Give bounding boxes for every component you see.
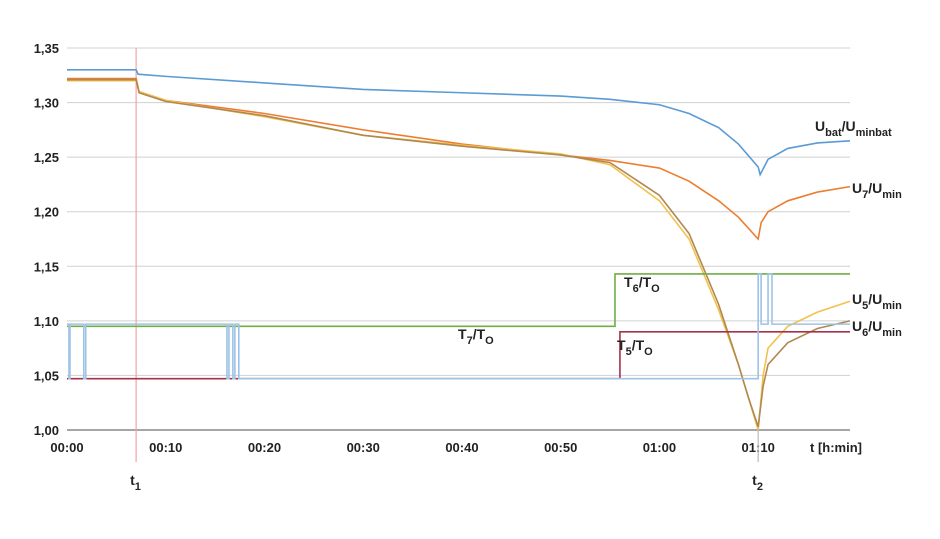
x-tick-label: 00:00 (50, 440, 83, 455)
label-text: T (624, 274, 633, 290)
label-text: /U (868, 180, 882, 196)
label-subscript: min (882, 189, 902, 201)
x-tick-label: 01:00 (643, 440, 676, 455)
x-tick-label: 00:50 (544, 440, 577, 455)
y-tick-label: 1,25 (34, 150, 59, 165)
series-line (67, 79, 851, 431)
label-subscript: 7 (862, 189, 868, 201)
label-subscript: 1 (135, 481, 141, 493)
series-line (67, 69, 851, 177)
label-text: /T (639, 274, 652, 290)
label-text: U (852, 180, 862, 196)
label-subscript: bat (825, 127, 842, 139)
label-subscript: 5 (626, 346, 632, 358)
label-text: t (130, 472, 135, 488)
y-tick-label: 1,10 (34, 314, 59, 329)
label-text: t (752, 472, 757, 488)
label-text: /U (842, 118, 856, 134)
x-tick-label: 00:20 (248, 440, 281, 455)
y-tick-label: 1,20 (34, 205, 59, 220)
label-subscript: O (651, 283, 660, 295)
label: t1 (130, 472, 141, 493)
label-subscript: 5 (862, 300, 868, 312)
label-subscript: 7 (467, 335, 473, 347)
y-tick-label: 1,05 (34, 368, 59, 383)
label-subscript: 6 (633, 283, 639, 295)
label: T7/TO (458, 326, 494, 347)
label-subscript: O (644, 346, 653, 358)
x-tick-label: 00:40 (445, 440, 478, 455)
y-tick-label: 1,15 (34, 259, 59, 274)
label-subscript: min (882, 300, 902, 312)
label: t2 (752, 472, 763, 493)
y-tick-label: 1,35 (34, 41, 59, 56)
series-line (67, 78, 851, 427)
label-text: U (852, 318, 862, 334)
y-tick-label: 1,00 (34, 423, 59, 438)
series-line (67, 273, 850, 328)
label: U7/Umin (852, 180, 902, 201)
x-tick-label: 00:30 (347, 440, 380, 455)
label-text: /T (632, 337, 645, 353)
label-text: /T (473, 326, 486, 342)
label-subscript: O (485, 335, 494, 347)
x-tick-label: 00:10 (149, 440, 182, 455)
label-text: /U (868, 318, 882, 334)
label-text: T (617, 337, 626, 353)
label-text: T (458, 326, 467, 342)
x-axis-label: t [h:min] (810, 440, 862, 455)
label: U6/Umin (852, 318, 902, 339)
label: U5/Umin (852, 291, 902, 312)
label-subscript: min (882, 327, 902, 339)
label-text: /U (868, 291, 882, 307)
label-subscript: 2 (757, 481, 763, 493)
label-text: U (852, 291, 862, 307)
label: T6/TO (624, 274, 660, 295)
label-text: U (815, 118, 825, 134)
label-subscript: 6 (862, 327, 868, 339)
label-subscript: minbat (856, 127, 892, 139)
y-tick-label: 1,30 (34, 96, 59, 111)
series-line (67, 273, 850, 380)
label: T5/TO (617, 337, 653, 358)
label: Ubat/Uminbat (815, 118, 892, 139)
